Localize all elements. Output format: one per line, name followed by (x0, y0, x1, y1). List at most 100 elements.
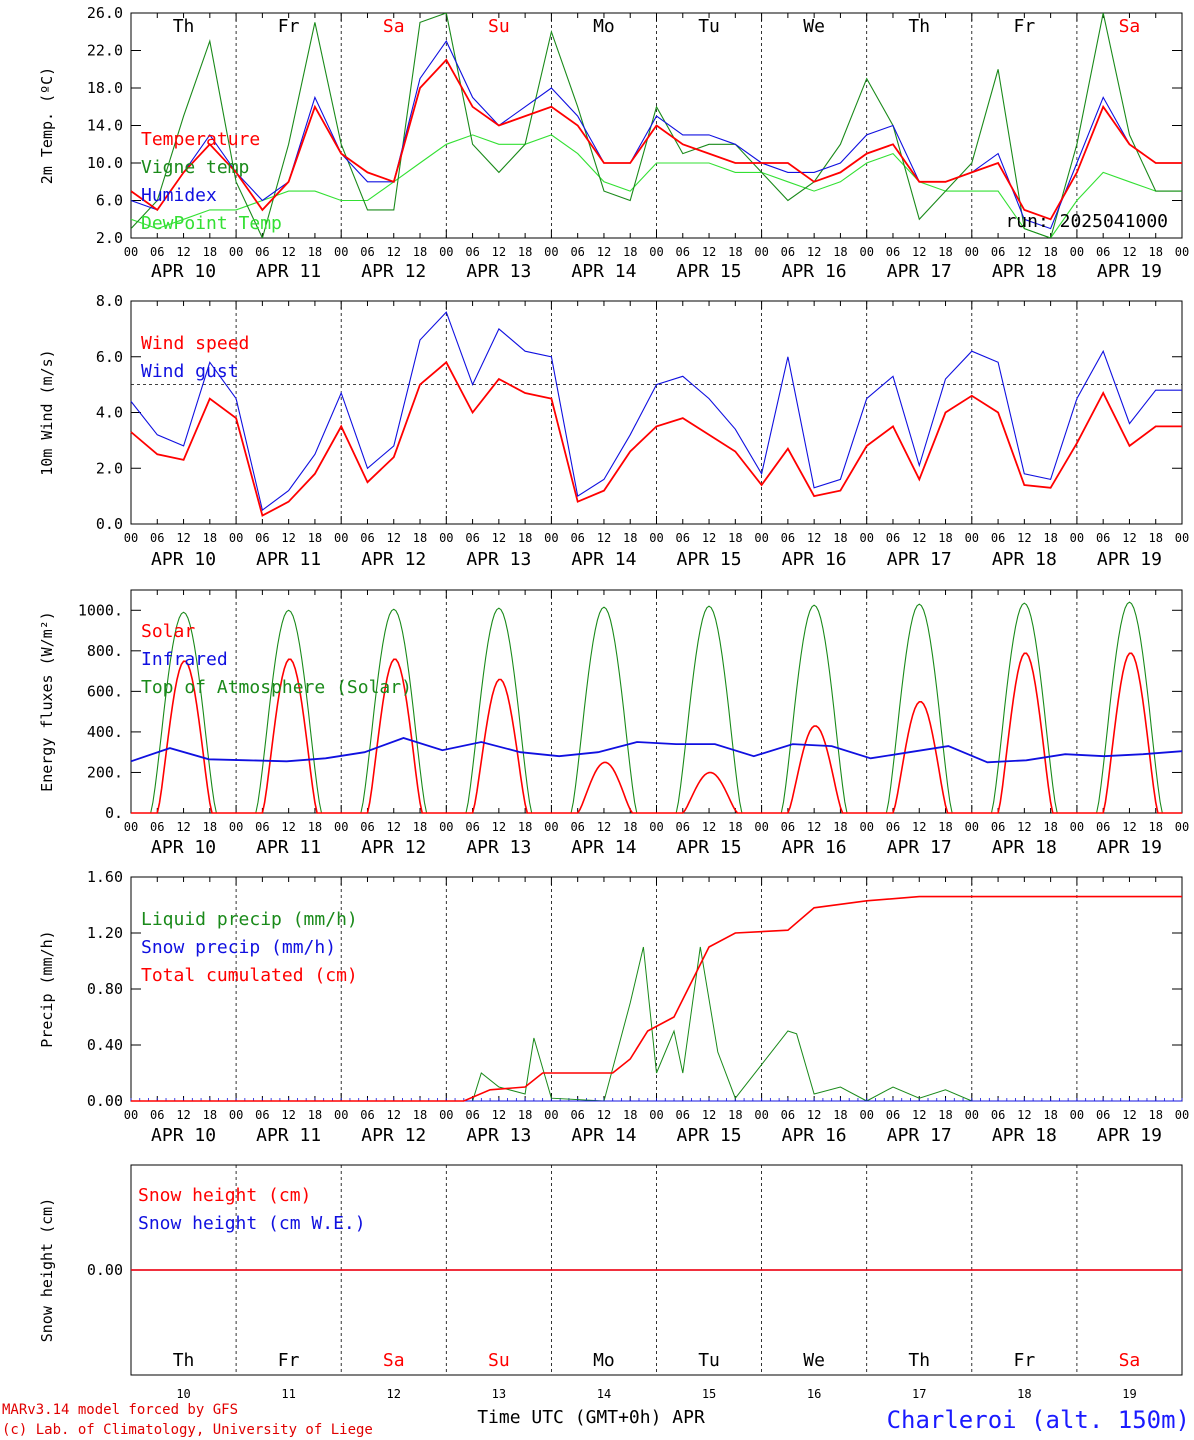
date-label: APR 13 (466, 549, 531, 570)
date-label: APR 15 (677, 837, 742, 858)
series-line-3 (131, 134, 1182, 238)
date-label: APR 16 (782, 549, 847, 570)
y-axis-label: 10m Wind (m/s) (38, 349, 56, 475)
x-tick-label: 18 (833, 245, 847, 259)
x-tick-label: 18 (623, 820, 637, 834)
bottom-date-label: 13 (492, 1387, 506, 1401)
x-tick-label: 06 (886, 820, 900, 834)
x-tick-label: 18 (623, 531, 637, 545)
x-tick-label: 12 (702, 531, 716, 545)
weekday-label: Tu (698, 1350, 720, 1371)
x-tick-label: 18 (203, 820, 217, 834)
legend-entry: Infrared (141, 649, 228, 670)
x-tick-label: 18 (518, 1108, 532, 1122)
date-label: APR 14 (571, 549, 636, 570)
x-tick-label: 06 (150, 1108, 164, 1122)
x-tick-label: 18 (203, 245, 217, 259)
x-tick-label: 18 (1043, 245, 1057, 259)
x-tick-label: 18 (413, 245, 427, 259)
x-tick-label: 12 (597, 245, 611, 259)
x-tick-label: 18 (1148, 531, 1162, 545)
x-tick-label: 00 (859, 1108, 873, 1122)
x-tick-label: 12 (1017, 1108, 1031, 1122)
x-tick-label: 18 (1043, 1108, 1057, 1122)
x-tick-label: 06 (465, 1108, 479, 1122)
x-tick-label: 06 (991, 531, 1005, 545)
x-tick-label: 18 (728, 820, 742, 834)
y-tick-label: 18.0 (87, 79, 123, 97)
x-tick-label: 18 (518, 531, 532, 545)
legend-entry: Snow height (cm) (138, 1185, 311, 1206)
x-tick-label: 00 (334, 1108, 348, 1122)
x-tick-label: 00 (1070, 1108, 1084, 1122)
date-label: APR 14 (571, 837, 636, 858)
x-tick-label: 12 (912, 820, 926, 834)
date-label: APR 17 (887, 549, 952, 570)
panel-1: 00 06 12 18 00 06 12 18 00 06 12 18 00 06 12 18 00 06 12 18… (38, 4, 1189, 282)
date-label: APR 15 (677, 549, 742, 570)
x-tick-label: 12 (912, 531, 926, 545)
x-tick-label: 18 (1148, 245, 1162, 259)
panel-2: 00 06 12 18 00 06 12 18 00 06 12 18 00 06 12 18 00 06 12 18… (38, 292, 1189, 570)
date-label: APR 17 (887, 1125, 952, 1146)
x-axis-title: Time UTC (GMT+0h) APR (477, 1407, 705, 1428)
bottom-date-label: 19 (1122, 1387, 1136, 1401)
x-tick-label: 00 (544, 245, 558, 259)
date-label: APR 11 (256, 1125, 321, 1146)
x-tick-label: 12 (807, 531, 821, 545)
bottom-date-label: 15 (702, 1387, 716, 1401)
date-label: APR 12 (361, 549, 426, 570)
x-tick-label: 06 (1096, 820, 1110, 834)
weekday-label: Su (488, 1350, 510, 1371)
x-tick-label: 18 (833, 820, 847, 834)
y-axis-label: 2m Temp. (ºC) (38, 67, 56, 184)
x-tick-label: 12 (1122, 245, 1136, 259)
y-tick-label: 2.0 (96, 229, 123, 247)
series-line-2 (131, 895, 1182, 1102)
y-tick-label: 0.40 (87, 1036, 123, 1054)
x-tick-label: 06 (150, 820, 164, 834)
legend-entry: Snow height (cm W.E.) (138, 1213, 366, 1234)
x-tick-label: 12 (912, 245, 926, 259)
x-tick-label: 12 (807, 820, 821, 834)
y-tick-label: 6.0 (96, 192, 123, 210)
x-tick-label: 18 (308, 1108, 322, 1122)
x-tick-label: 00 (1175, 820, 1189, 834)
x-tick-label: 00 (229, 531, 243, 545)
series-group (131, 13, 1182, 238)
date-label: APR 10 (151, 549, 216, 570)
y-tick-label: 0.00 (87, 1092, 123, 1110)
x-tick-label: 18 (518, 820, 532, 834)
legend-entry: Vigne temp (141, 157, 249, 178)
y-tick-label: 10.0 (87, 154, 123, 172)
legend-entry: Humidex (141, 185, 217, 206)
x-tick-label: 06 (360, 1108, 374, 1122)
x-tick-label: 00 (649, 531, 663, 545)
panel-4: 00 06 12 18 00 06 12 18 00 06 12 18 00 06 12 18 00 06 12 18… (38, 868, 1189, 1146)
x-tick-label: 06 (886, 531, 900, 545)
y-tick-label: 1.60 (87, 868, 123, 886)
x-tick-label: 12 (176, 1108, 190, 1122)
date-label: APR 14 (571, 1125, 636, 1146)
series-line-0 (131, 652, 1182, 814)
x-tick-label: 06 (1096, 531, 1110, 545)
x-tick-label: 12 (281, 531, 295, 545)
x-tick-label: 18 (308, 820, 322, 834)
x-tick-label: 06 (465, 820, 479, 834)
x-tick-label: 12 (176, 820, 190, 834)
x-tick-label: 12 (492, 245, 506, 259)
date-label: APR 16 (782, 1125, 847, 1146)
weekday-label: Sa (383, 1350, 405, 1371)
x-tick-label: 18 (728, 531, 742, 545)
series-line-1 (131, 13, 1182, 238)
y-tick-label: 0.80 (87, 980, 123, 998)
x-tick-label: 12 (387, 245, 401, 259)
x-tick-label: 00 (1070, 820, 1084, 834)
x-tick-label: 06 (570, 531, 584, 545)
x-tick-label: 00 (754, 245, 768, 259)
weekday-label: Th (173, 1350, 195, 1371)
y-tick-label: 2.0 (96, 459, 123, 477)
x-tick-label: 06 (465, 245, 479, 259)
y-tick-label: 1.20 (87, 924, 123, 942)
weekday-label: Mo (593, 16, 615, 37)
